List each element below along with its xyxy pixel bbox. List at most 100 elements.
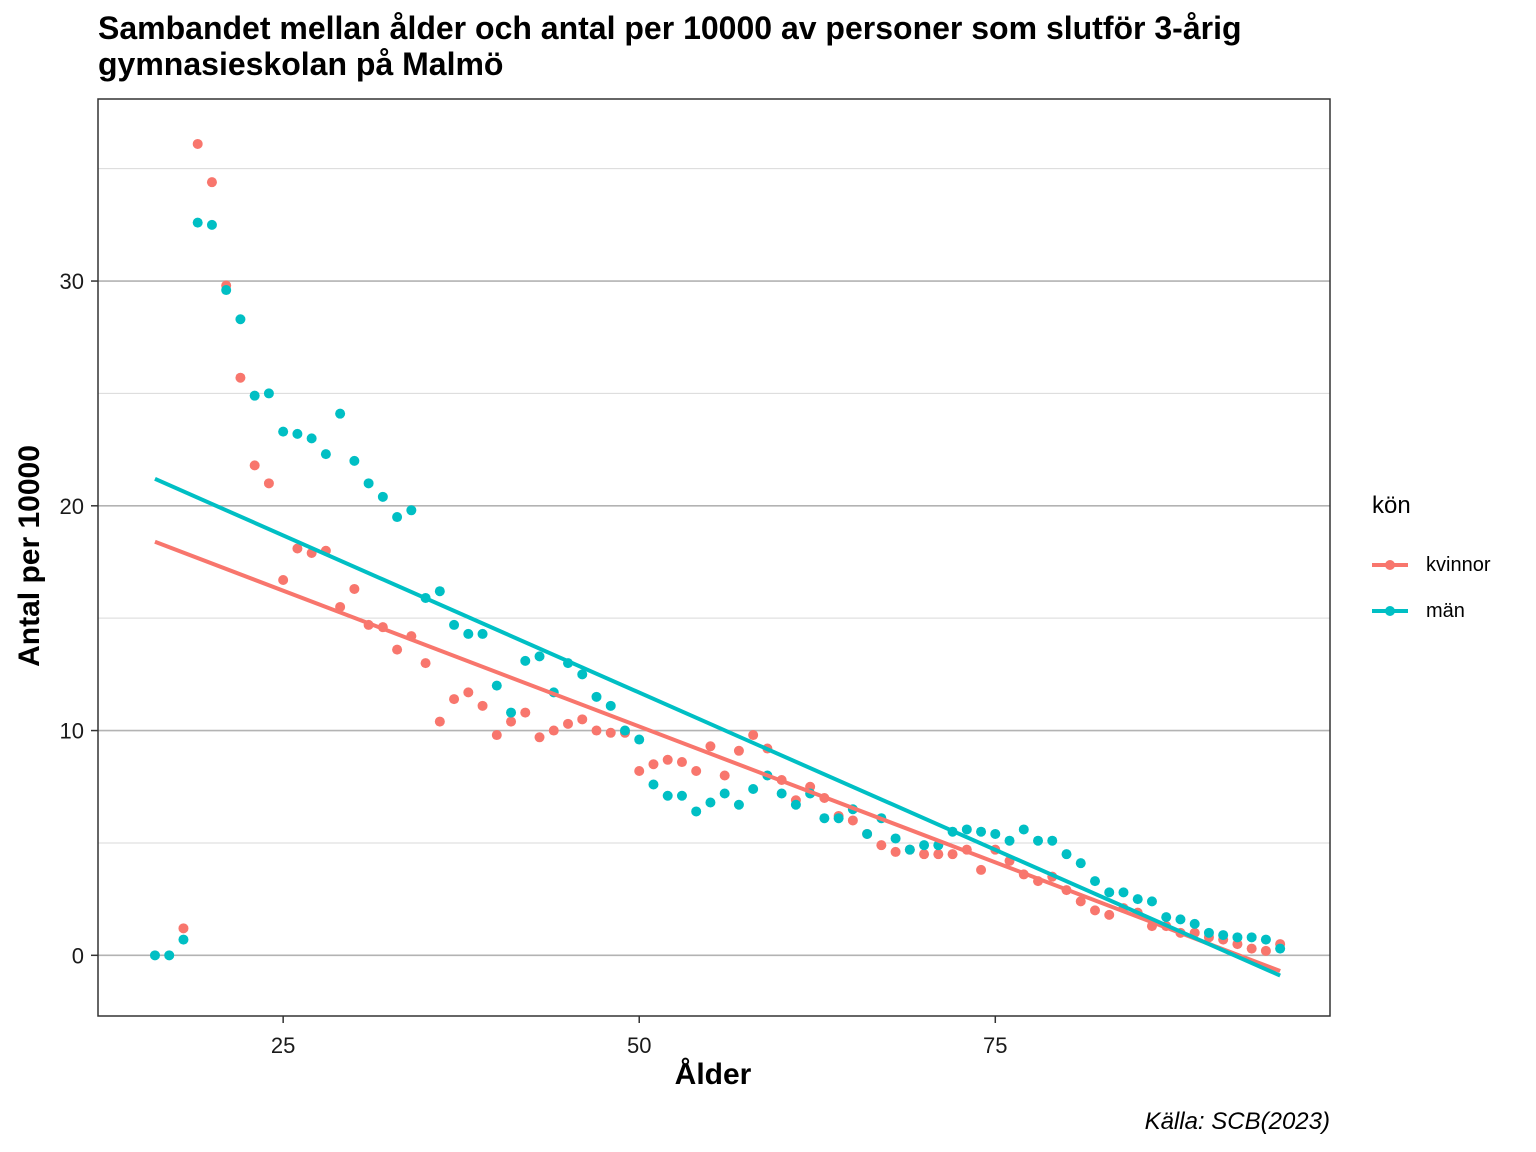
data-point-man [776, 788, 787, 799]
x-tick-label: 25 [271, 1033, 295, 1058]
data-point-kvinnor [449, 694, 460, 705]
data-point-man [990, 828, 1001, 839]
data-point-man [719, 788, 730, 799]
y-tick-label: 10 [60, 719, 84, 744]
data-point-man [919, 840, 930, 851]
data-point-man [961, 824, 972, 835]
legend-title: kön [1372, 492, 1411, 519]
x-axis-label: Ålder [674, 1058, 752, 1091]
data-point-man [206, 219, 217, 230]
data-point-man [1061, 849, 1072, 860]
data-point-man [463, 628, 474, 639]
data-point-kvinnor [263, 478, 274, 489]
data-point-kvinnor [733, 745, 744, 756]
data-point-man [363, 478, 374, 489]
legend-item-kvinnor: kvinnor [1372, 542, 1490, 588]
data-point-man [263, 388, 274, 399]
data-point-kvinnor [662, 754, 673, 765]
data-point-kvinnor [548, 725, 559, 736]
data-point-man [1047, 835, 1058, 846]
data-point-man [1089, 876, 1100, 887]
data-point-man [833, 813, 844, 824]
data-point-kvinnor [249, 460, 260, 471]
data-point-man [149, 950, 160, 961]
data-point-kvinnor [705, 741, 716, 752]
data-point-kvinnor [520, 707, 531, 718]
legend-label-kvinnor: kvinnor [1426, 553, 1491, 576]
data-point-kvinnor [192, 138, 203, 149]
data-point-man [1218, 930, 1229, 941]
data-point-man [605, 700, 616, 711]
data-point-man [662, 790, 673, 801]
data-point-man [748, 783, 759, 794]
data-point-kvinnor [676, 757, 687, 768]
data-point-man [1175, 914, 1186, 925]
data-point-man [1004, 835, 1015, 846]
data-point-kvinnor [1075, 896, 1086, 907]
data-point-kvinnor [349, 583, 360, 594]
data-point-man [1018, 824, 1029, 835]
plot-panel-border [97, 98, 1331, 1017]
data-point-man [292, 428, 303, 439]
data-point-kvinnor [491, 730, 502, 741]
x-tick-label: 75 [983, 1033, 1007, 1058]
data-point-kvinnor [976, 864, 987, 875]
data-point-kvinnor [392, 644, 403, 655]
data-point-kvinnor [577, 714, 588, 725]
data-point-man [164, 950, 175, 961]
data-point-kvinnor [1089, 905, 1100, 916]
trend-line-kvinnor [154, 539, 1281, 973]
data-point-man [1203, 927, 1214, 938]
data-point-man [249, 390, 260, 401]
data-point-man [577, 669, 588, 680]
data-point-man [221, 285, 232, 296]
data-point-man [1161, 912, 1172, 923]
trend-line-man [154, 477, 1281, 978]
data-point-man [1232, 932, 1243, 943]
data-point-man [862, 828, 873, 839]
x-tick-label: 50 [627, 1033, 651, 1058]
chart-title: Sambandet mellan ålder och antal per 100… [98, 10, 1242, 82]
data-point-man [691, 806, 702, 817]
legend-key-kvinnor [1372, 555, 1408, 575]
data-point-man [733, 799, 744, 810]
data-point-kvinnor [634, 766, 645, 777]
data-point-man [790, 799, 801, 810]
data-point-man [349, 455, 360, 466]
source-caption: Källa: SCB(2023) [1144, 1108, 1330, 1135]
data-point-kvinnor [933, 849, 944, 860]
y-axis-label: Antal per 10000 [13, 445, 46, 667]
data-point-kvinnor [477, 700, 488, 711]
data-point-kvinnor [292, 543, 303, 554]
y-tick-label: 0 [72, 943, 84, 968]
data-point-kvinnor [1260, 945, 1271, 956]
legend: kön kvinnor män [1372, 492, 1490, 634]
data-point-man [449, 619, 460, 630]
data-point-man [320, 449, 331, 460]
data-point-kvinnor [278, 574, 289, 585]
data-point-kvinnor [534, 732, 545, 743]
legend-item-man: män [1372, 588, 1490, 634]
data-point-kvinnor [420, 658, 431, 669]
data-point-kvinnor [648, 759, 659, 770]
data-point-kvinnor [847, 815, 858, 826]
data-point-man [335, 408, 346, 419]
data-point-man [648, 779, 659, 790]
data-point-kvinnor [178, 923, 189, 934]
data-point-kvinnor [1104, 909, 1115, 920]
data-point-man [676, 790, 687, 801]
data-point-man [178, 934, 189, 945]
data-point-kvinnor [605, 727, 616, 738]
data-point-man [1118, 887, 1129, 898]
legend-label-man: män [1426, 599, 1465, 622]
data-point-man [392, 512, 403, 523]
data-point-man [434, 586, 445, 597]
data-point-man [534, 651, 545, 662]
legend-key-man [1372, 601, 1408, 621]
data-point-man [235, 314, 246, 325]
data-point-man [377, 491, 388, 502]
data-point-kvinnor [434, 716, 445, 727]
y-tick-label: 30 [60, 269, 84, 294]
data-point-kvinnor [919, 849, 930, 860]
